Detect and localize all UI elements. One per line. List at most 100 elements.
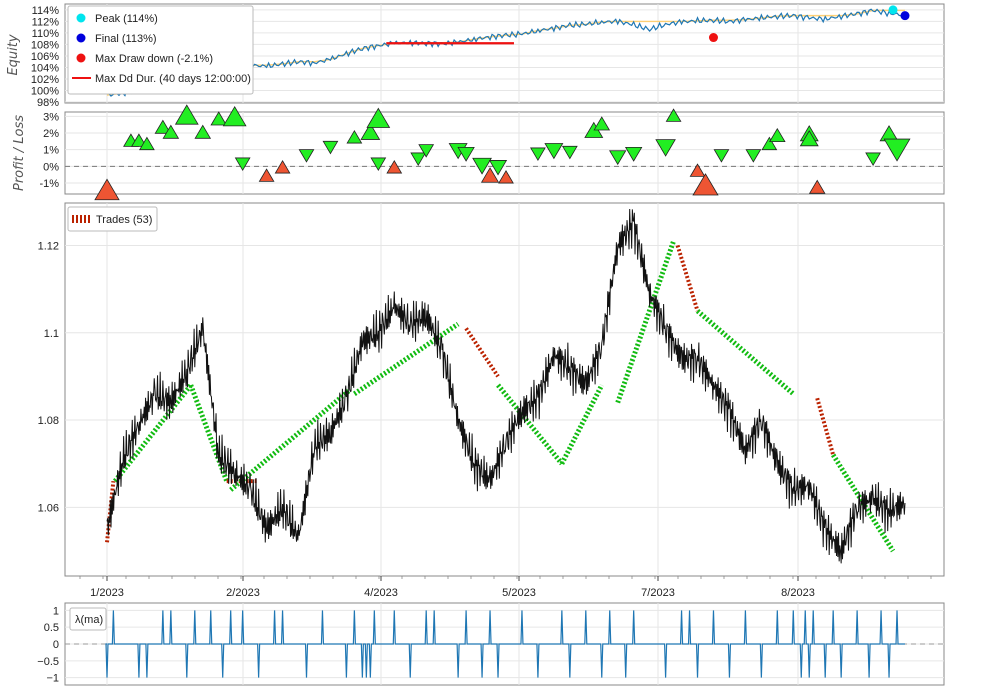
winning-trade-line: [496, 383, 564, 466]
win-trade-marker: [530, 147, 546, 161]
loss-trade-marker: [258, 168, 275, 182]
win-trade-marker: [761, 136, 778, 151]
win-trade-marker: [418, 144, 435, 158]
price-panel: [64, 202, 945, 577]
y-tick-label: 106%: [31, 51, 59, 63]
y-tick-label: 0: [53, 639, 59, 651]
win-trade-marker: [561, 145, 578, 160]
x-tick-label: 7/2023: [641, 587, 675, 599]
y-tick-label: 102%: [31, 74, 59, 86]
indicator-legend: λ(ma): [69, 607, 107, 631]
x-tick-label: 2/2023: [226, 587, 260, 599]
legend-final-marker: [76, 33, 86, 43]
legend-peak-marker: [76, 13, 86, 23]
price-series: [106, 208, 906, 564]
legend-drawdown-marker: [76, 53, 86, 63]
win-trade-marker: [346, 130, 363, 144]
win-trade-marker: [655, 139, 676, 157]
win-trade-marker: [609, 150, 627, 166]
win-trade-marker: [162, 124, 180, 139]
legend-drawdown-label: Max Draw down (-2.1%): [95, 53, 213, 65]
losing-trade-line: [815, 397, 836, 456]
max-drawdown-marker: [708, 33, 718, 43]
win-trade-marker: [194, 124, 212, 139]
legend-dd-duration-label: Max Dd Dur. (40 days 12:00:00): [95, 73, 251, 85]
winning-trade-line: [352, 321, 460, 396]
win-trade-marker: [488, 160, 508, 176]
win-trade-marker: [457, 146, 475, 162]
win-trade-marker: [745, 149, 762, 163]
loss-trade-marker: [808, 179, 826, 194]
indicator-series: [65, 610, 944, 678]
legend-trades-label: Trades (53): [96, 214, 152, 226]
x-tick-label: 1/2023: [90, 587, 124, 599]
y-tick-label: 110%: [32, 28, 60, 40]
final-marker: [900, 11, 910, 21]
price-line: [106, 208, 906, 564]
win-trade-marker: [234, 157, 251, 171]
win-trade-marker: [322, 140, 339, 155]
win-trade-marker: [624, 146, 643, 162]
win-trade-marker: [174, 104, 199, 125]
winning-trade-line: [615, 240, 676, 404]
winning-trade-line: [695, 309, 795, 396]
y-tick-label: 1.06: [38, 502, 59, 514]
y-tick-label: 104%: [31, 62, 59, 74]
y-tick-label: 1.08: [38, 415, 59, 427]
x-tick-label: 4/2023: [364, 587, 398, 599]
win-trade-marker: [222, 106, 247, 127]
y-tick-label: −1: [46, 673, 59, 685]
y-tick-label: 1.1: [44, 328, 59, 340]
y-tick-label: -1%: [39, 178, 59, 190]
win-trade-marker: [865, 152, 881, 166]
profit-loss-markers: [65, 104, 944, 201]
win-trade-marker: [769, 127, 786, 143]
winning-trade-line: [113, 383, 193, 483]
loss-trade-marker: [498, 170, 514, 184]
loss-trade-marker: [692, 173, 719, 196]
losing-trade-line: [675, 244, 700, 312]
legend-final-label: Final (113%): [95, 33, 157, 45]
legend-peak-label: Peak (114%): [95, 13, 158, 25]
y-tick-label: 1.12: [38, 240, 59, 252]
win-trade-marker: [593, 116, 611, 131]
win-trade-marker: [366, 107, 391, 128]
equity-ylabel: Equity: [6, 34, 21, 75]
win-trade-marker: [410, 152, 427, 166]
win-trade-marker: [370, 157, 387, 171]
y-tick-label: 112%: [32, 16, 60, 28]
win-trade-marker: [131, 133, 147, 147]
y-tick-label: 108%: [31, 39, 59, 51]
y-tick-label: 0.5: [44, 622, 59, 634]
equity-legend: Peak (114%) Final (113%) Max Draw down (…: [67, 5, 254, 95]
win-trade-marker: [544, 143, 564, 160]
tick-labels: 98%100%102%104%106%108%110%112%114%-1%0%…: [31, 5, 932, 685]
y-tick-label: 98%: [37, 97, 59, 109]
y-tick-label: 100%: [31, 85, 59, 97]
y-tick-label: 0%: [43, 161, 59, 173]
loss-trade-marker: [386, 160, 403, 174]
loss-trade-marker: [274, 160, 291, 174]
win-trade-marker: [713, 149, 730, 163]
win-trade-marker: [139, 136, 155, 151]
win-trade-marker: [154, 119, 172, 134]
peak-marker: [888, 5, 898, 15]
y-tick-label: 2%: [43, 128, 59, 140]
y-tick-label: 114%: [32, 5, 60, 17]
win-trade-marker: [665, 108, 682, 122]
loss-trade-marker: [480, 167, 500, 183]
win-trade-marker: [360, 123, 381, 140]
profit-loss-ylabel: Profit / Loss: [12, 115, 27, 191]
loss-trade-marker: [94, 178, 120, 201]
win-trade-marker: [210, 111, 228, 126]
win-trade-marker: [883, 138, 911, 162]
loss-trade-marker: [689, 163, 706, 177]
y-tick-label: −0.5: [37, 656, 59, 668]
x-tick-label: 5/2023: [502, 587, 536, 599]
legend-indicator-label: λ(ma): [75, 614, 103, 626]
y-tick-label: 1: [53, 605, 59, 617]
losing-trade-line: [464, 327, 500, 378]
y-tick-label: 1%: [43, 145, 59, 157]
y-tick-label: 3%: [43, 111, 59, 123]
